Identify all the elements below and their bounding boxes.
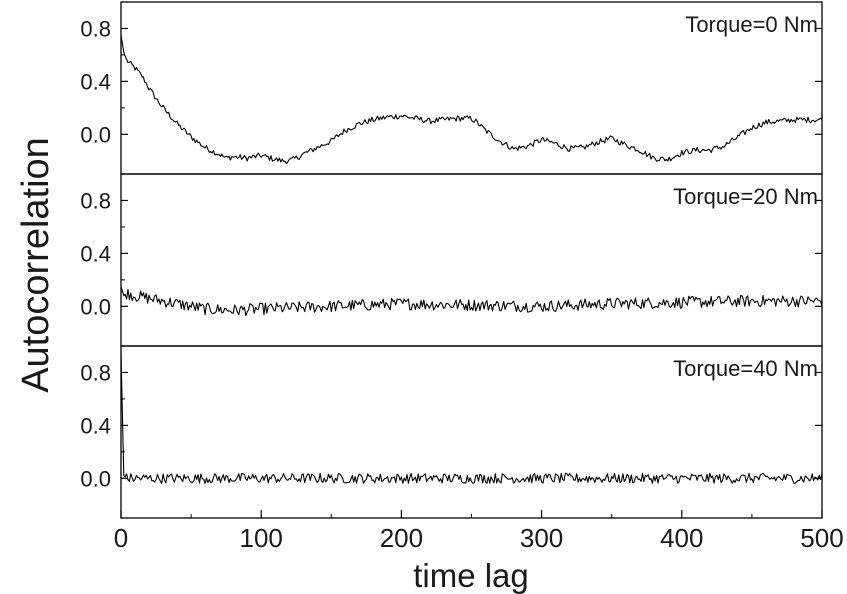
panel-label: Torque=0 Nm (685, 12, 818, 37)
panel-label: Torque=20 Nm (673, 184, 818, 209)
series-line (120, 35, 823, 165)
y-tick-label: 0.0 (80, 122, 111, 147)
panel-label: Torque=40 Nm (673, 356, 818, 381)
y-tick-label: 0.8 (80, 360, 111, 385)
x-tick-label: 500 (800, 523, 843, 553)
y-tick-label: 0.0 (80, 466, 111, 491)
series-line (120, 286, 823, 317)
x-tick-label: 100 (240, 523, 283, 553)
y-tick-label: 0.0 (80, 294, 111, 319)
x-tick-label: 400 (660, 523, 703, 553)
series-line (120, 352, 823, 484)
y-tick-label: 0.4 (80, 241, 111, 266)
y-tick-label: 0.4 (80, 413, 111, 438)
x-tick-label: 300 (520, 523, 563, 553)
x-axis-title: time lag (413, 557, 529, 594)
x-tick-label: 0 (114, 523, 128, 553)
panel-3: 0.0 0.4 0.8 Torque=40 Nm (80, 345, 823, 519)
y-tick-label: 0.4 (80, 69, 111, 94)
panel-2: 0.0 0.4 0.8 Torque=20 Nm (80, 173, 823, 347)
y-tick-label: 0.8 (80, 16, 111, 41)
x-tick-label: 200 (380, 523, 423, 553)
y-axis-title: Autocorrelation (15, 137, 57, 393)
y-tick-label: 0.8 (80, 188, 111, 213)
panel-1: 0.0 0.4 0.8 Torque=0 Nm (80, 1, 823, 175)
